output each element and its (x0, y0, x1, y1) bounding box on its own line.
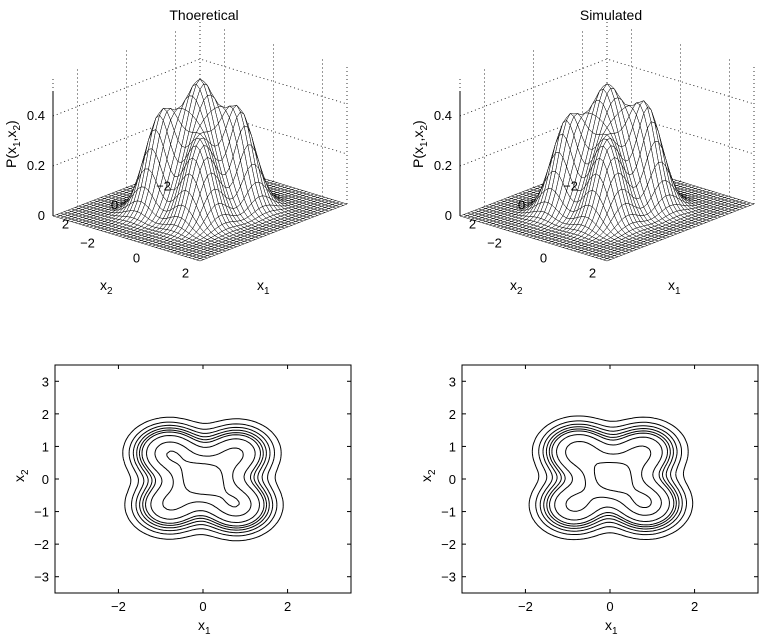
z-axis-label: P(x1,x2) (3, 120, 23, 168)
y-tick-label: −2 (34, 537, 49, 552)
plot-frame (54, 364, 352, 594)
y-tick-label: 0 (518, 198, 525, 213)
x-tick-label: 2 (284, 599, 291, 614)
plot-frame (461, 364, 759, 594)
contour-plot-simulated: −2 0 2 3 2 1 0 −1 −2 −3 x1 x2 (418, 364, 759, 637)
contour-line (122, 416, 284, 542)
x-axis-label: x1 (198, 617, 211, 637)
tick-labels: −2 0 2 3 2 1 0 −1 −2 −3 (441, 365, 758, 614)
contour-line (141, 431, 265, 527)
x-tick-label: 2 (691, 599, 698, 614)
y-tick-label: 2 (62, 217, 69, 232)
contour-lines (122, 416, 284, 542)
x-tick-label: −2 (80, 236, 95, 251)
contour-line (154, 441, 252, 517)
y-tick-label: −2 (441, 537, 456, 552)
y-tick-label: 0 (42, 472, 49, 487)
contour-line (593, 462, 652, 508)
tick-labels: 0 0.2 0.4 −2 0 2 2 0 −2 (434, 108, 596, 281)
x-tick-label: 0 (540, 251, 547, 266)
y-tick-label: −3 (34, 570, 49, 585)
y-axis-label: x2 (100, 277, 113, 297)
y-tick-label: −1 (441, 505, 456, 520)
z-tick-label: 0.2 (434, 158, 452, 173)
x-tick-label: 2 (589, 266, 596, 281)
grid-line (52, 58, 348, 117)
contour-line (138, 429, 268, 529)
tick-labels: 0 0.2 0.4 −2 0 2 2 0 −2 (27, 108, 189, 281)
surface-plot-theoretical: Thoeretical 0 0.2 0.4 −2 0 2 2 0 −2 x1 x2 P(x1,x… (3, 7, 348, 297)
y-tick-label: 1 (449, 439, 456, 454)
x-tick-label: −2 (111, 599, 126, 614)
grid-line (459, 58, 755, 117)
grid-line (459, 108, 755, 167)
x-tick-label: 0 (606, 599, 613, 614)
x-axis-label: x1 (605, 617, 618, 637)
x-tick-label: 0 (133, 251, 140, 266)
contour-line (132, 424, 274, 534)
contour-line (128, 421, 278, 537)
contour-line (146, 435, 260, 523)
contour-line (166, 450, 240, 508)
y-tick-label: 3 (42, 374, 49, 389)
surface-mesh (459, 83, 755, 262)
y-axis-label: x2 (510, 277, 523, 297)
y-tick-label: 2 (42, 407, 49, 422)
z-axis-label: P(x1,x2) (410, 120, 430, 168)
y-tick-label: 2 (449, 407, 456, 422)
chart-title: Thoeretical (169, 7, 238, 23)
z-tick-label: 0.2 (27, 158, 45, 173)
y-tick-label: 3 (449, 374, 456, 389)
x-tick-label: −2 (487, 236, 502, 251)
y-axis-label: x2 (11, 469, 31, 482)
surface-facet (602, 258, 612, 262)
y-tick-label: −2 (156, 179, 171, 194)
surface-facet (195, 258, 205, 262)
y-tick-label: 0 (111, 198, 118, 213)
contour-line (565, 441, 662, 516)
x-tick-label: −2 (518, 599, 533, 614)
tick-labels: −2 0 2 3 2 1 0 −1 −2 −3 (34, 365, 351, 614)
z-tick-label: 0.4 (434, 108, 452, 123)
y-tick-label: −1 (34, 505, 49, 520)
contour-lines (528, 415, 694, 541)
y-tick-label: 1 (42, 439, 49, 454)
contour-line (549, 430, 675, 526)
x-tick-label: 2 (182, 266, 189, 281)
y-tick-label: 2 (469, 217, 476, 232)
contour-line (535, 420, 687, 536)
contour-line (528, 415, 694, 541)
grid-line (52, 108, 348, 167)
axes-box (52, 21, 348, 216)
y-tick-label: −2 (563, 179, 578, 194)
contour-plot-theoretical: −2 0 2 3 2 1 0 −1 −2 −3 x1 x2 (11, 364, 352, 637)
contour-line (554, 434, 670, 522)
z-tick-label: 0 (38, 208, 45, 223)
y-axis-label: x2 (418, 469, 438, 482)
x-axis-label: x1 (257, 277, 270, 297)
contour-line (539, 423, 683, 532)
contour-line (543, 426, 680, 530)
x-tick-label: 0 (199, 599, 206, 614)
z-tick-label: 0.4 (27, 108, 45, 123)
x-axis-label: x1 (668, 277, 681, 297)
chart-title: Simulated (580, 7, 642, 23)
contour-line (546, 428, 677, 528)
y-tick-label: 0 (449, 472, 456, 487)
surface-mesh (52, 78, 348, 262)
z-tick-label: 0 (445, 208, 452, 223)
y-tick-label: −3 (441, 570, 456, 585)
surface-plot-simulated: Simulated 0 0.2 0.4 −2 0 2 2 0 −2 x1 x2 P(x1,x2) (410, 7, 755, 297)
contour-line (136, 427, 270, 531)
